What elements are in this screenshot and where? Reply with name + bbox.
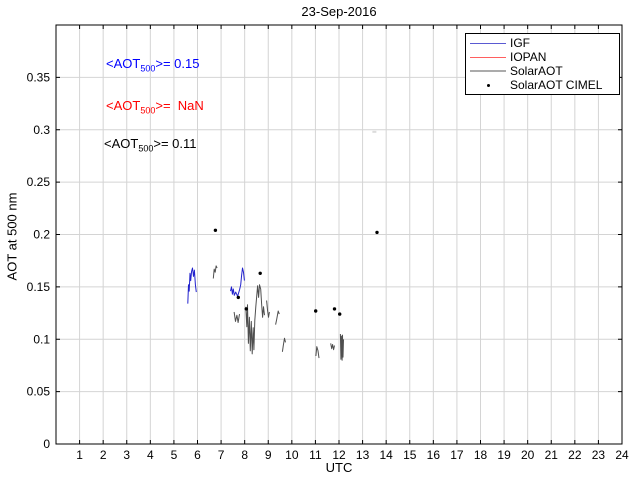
legend-line-swatch-igf [466, 42, 510, 44]
legend-entry-iopan: IOPAN [466, 50, 619, 64]
annotation-value: >= NaN [155, 98, 204, 113]
data-point-cimel [213, 228, 218, 232]
y-tick-label: 0.15 [27, 280, 51, 294]
legend-box: IGF IOPAN SolarAOT SolarAOT CIMEL [465, 33, 620, 95]
annotation-text: <AOT [106, 56, 141, 71]
mean-aot-annotation-iopan: <AOT500>= NaN [106, 98, 204, 116]
annotation-subscript: 500 [138, 143, 154, 154]
annotation-subscript: 500 [140, 63, 156, 74]
data-point-cimel [314, 309, 318, 313]
x-tick-label: 10 [285, 448, 299, 462]
data-point-cimel [244, 307, 248, 311]
x-tick-label: 4 [147, 448, 154, 462]
x-tick-label: 14 [379, 448, 393, 462]
x-tick-label: 24 [615, 448, 629, 462]
series-line-solaraot [315, 346, 320, 359]
series-line-solaraot [339, 333, 344, 361]
faint-artifact-mark [372, 130, 377, 133]
mean-aot-annotation-igf: <AOT500>= 0.15 [106, 56, 199, 74]
legend-entry-solaraot-cimel: SolarAOT CIMEL [466, 78, 619, 92]
x-tick-label: 19 [497, 448, 511, 462]
legend-dot-swatch-cimel [466, 83, 510, 87]
annotation-value: >= 0.11 [153, 136, 197, 151]
series-line-solaraot [330, 343, 335, 351]
annotation-value: >= 0.15 [155, 56, 200, 71]
series-line-igf [230, 267, 245, 297]
x-tick-label: 13 [356, 448, 370, 462]
series-line-solaraot [233, 311, 240, 323]
data-point-cimel [338, 312, 342, 316]
legend-entry-igf: IGF [466, 36, 619, 50]
x-tick-label: 18 [474, 448, 488, 462]
y-tick-label: 0.25 [27, 175, 51, 189]
x-tick-label: 11 [309, 448, 322, 462]
x-tick-label: 15 [403, 448, 417, 462]
data-point-cimel [236, 295, 240, 300]
legend-label: SolarAOT CIMEL [510, 78, 603, 92]
x-tick-label: 21 [545, 448, 559, 462]
x-tick-label: 7 [218, 448, 225, 462]
series-line-solaraot [212, 265, 218, 279]
y-tick-label: 0.1 [33, 332, 50, 346]
x-tick-label: 3 [123, 448, 130, 462]
x-tick-label: 17 [450, 448, 464, 462]
x-tick-label: 8 [241, 448, 248, 462]
y-tick-label: 0.2 [33, 228, 50, 242]
legend-label: SolarAOT [510, 64, 563, 78]
y-tick-label: 0.3 [33, 123, 50, 137]
x-tick-label: 23 [592, 448, 606, 462]
legend-label: IGF [510, 36, 530, 50]
x-axis-label: UTC [325, 460, 353, 475]
x-tick-label: 16 [427, 448, 441, 462]
y-tick-label: 0 [43, 437, 50, 451]
y-tick-label: 0.05 [27, 385, 51, 399]
x-tick-label: 6 [194, 448, 201, 462]
annotation-text: <AOT [104, 136, 139, 151]
plot-title: 23-Sep-2016 [301, 4, 377, 19]
data-point-cimel [332, 307, 337, 311]
x-tick-label: 2 [100, 448, 107, 462]
series-line-solaraot [245, 284, 265, 355]
series-line-solaraot [275, 310, 280, 325]
series-line-solaraot [266, 300, 270, 318]
data-point-cimel [375, 230, 379, 235]
legend-entry-solaraot: SolarAOT [466, 64, 619, 78]
x-tick-label: 22 [568, 448, 582, 462]
x-tick-label: 20 [521, 448, 535, 462]
data-point-cimel [258, 271, 262, 275]
x-tick-label: 1 [76, 448, 83, 462]
series-line-igf [187, 267, 197, 304]
legend-label: IOPAN [510, 50, 547, 64]
series-line-solaraot [281, 337, 286, 352]
mean-aot-annotation-solaraot: <AOT500>= 0.11 [104, 136, 197, 154]
x-tick-label: 9 [265, 448, 272, 462]
annotation-subscript: 500 [140, 105, 156, 116]
y-axis-label: AOT at 500 nm [4, 192, 20, 281]
legend-line-swatch-iopan [466, 56, 510, 58]
x-tick-label: 12 [332, 448, 346, 462]
annotation-text: <AOT [106, 98, 141, 113]
x-tick-label: 5 [171, 448, 178, 462]
legend-line-swatch-solaraot [466, 70, 510, 72]
y-tick-label: 0.35 [27, 70, 51, 84]
